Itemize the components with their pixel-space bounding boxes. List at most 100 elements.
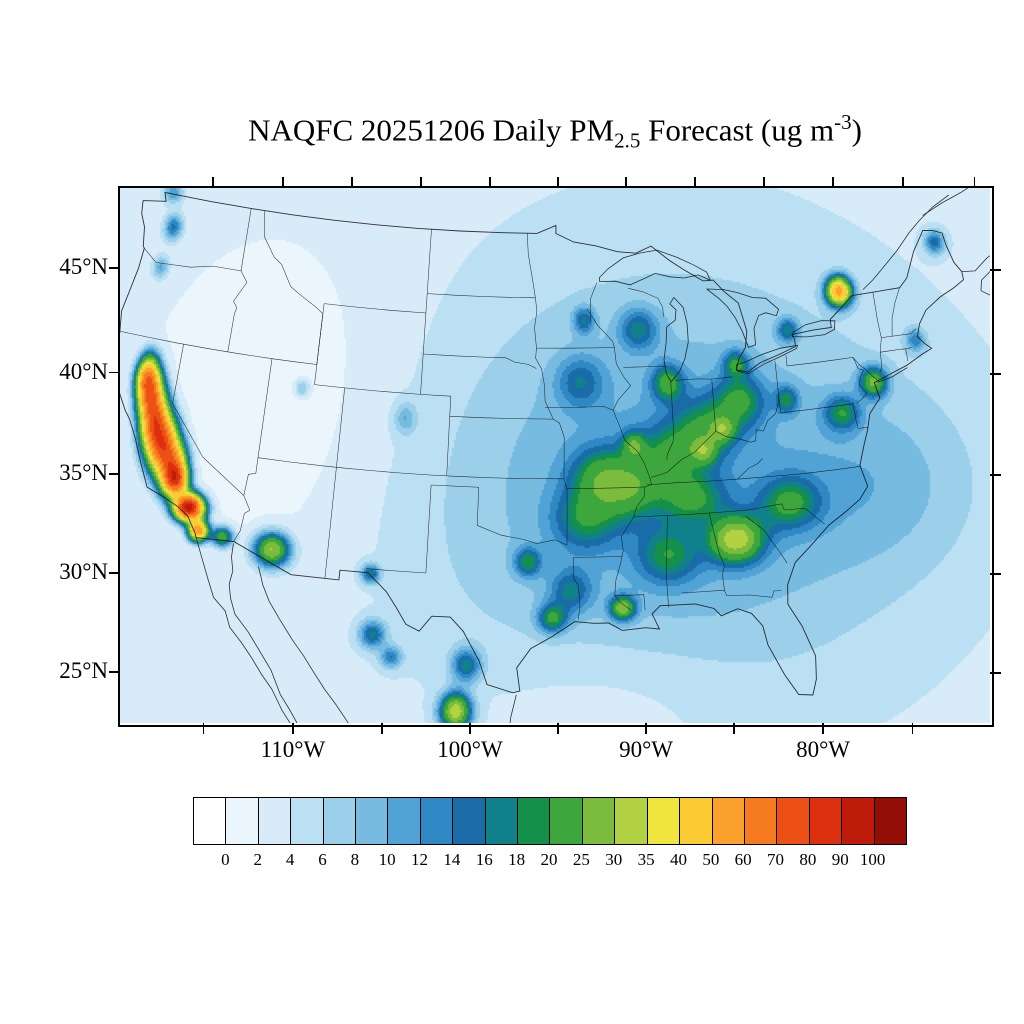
state-border [708, 512, 725, 591]
state-border [633, 509, 750, 518]
state-border [905, 348, 909, 361]
state-border [536, 347, 615, 349]
state-border [646, 466, 861, 486]
map-boundaries-overlay [120, 188, 990, 723]
state-border [566, 486, 645, 489]
state-border [264, 210, 324, 314]
neighbor-coastline [980, 271, 990, 296]
state-border [891, 287, 900, 337]
state-border [545, 406, 614, 411]
state-border [675, 376, 733, 381]
state-border [745, 515, 788, 564]
colorbar-cell [518, 798, 551, 844]
colorbar-cell [485, 798, 519, 844]
great-lakes-outline [663, 297, 689, 383]
colorbar-cell [226, 798, 259, 844]
neighbor-coastline [195, 537, 298, 723]
colorbar-tick-label: 8 [350, 850, 360, 869]
pm25-field-canvas [120, 188, 990, 723]
colorbar-cell [291, 798, 324, 844]
colorbar-cell [550, 798, 583, 844]
colorbar-cell [356, 798, 389, 844]
title-subscript: 2.5 [614, 128, 641, 153]
state-border [243, 358, 273, 496]
colorbar-cell [842, 798, 875, 844]
title-text-suffix: ) [851, 112, 862, 148]
lon-tick-label: 90°W [619, 737, 673, 762]
state-border [324, 303, 426, 314]
state-border [681, 589, 782, 598]
colorbar-tick-label: 90 [831, 850, 849, 869]
colorbar-tick-label: 30 [605, 850, 623, 869]
state-border [623, 365, 666, 368]
neighbor-coastline [862, 194, 949, 290]
colorbar-tick-label: 16 [475, 850, 493, 869]
colorbar-tick-label: 70 [767, 850, 785, 869]
great-lakes-outline [599, 249, 712, 286]
neighbor-coastline [922, 188, 969, 216]
colorbar-tick-label: 25 [572, 850, 590, 869]
colorbar-cell [258, 798, 292, 844]
colorbar-cell [323, 798, 357, 844]
state-border [666, 515, 669, 608]
colorbar-tick-label: 35 [637, 850, 655, 869]
colorbar-cell [647, 798, 681, 844]
state-border [711, 379, 716, 432]
colorbar-cell [712, 798, 745, 844]
state-border [651, 394, 779, 478]
state-border [880, 347, 912, 353]
state-border [872, 292, 883, 372]
colorbar-tick-label: 50 [702, 850, 720, 869]
colorbar-tick-label: 4 [285, 850, 295, 869]
colorbar-tick-label: 20 [540, 850, 558, 869]
state-border [780, 403, 853, 414]
colorbar-cell [809, 798, 843, 844]
colorbar-tick-label: 100 [859, 850, 886, 869]
lon-tick-label: 80°W [796, 737, 851, 762]
lat-tick-label: 35°N [59, 459, 108, 485]
colorbar-cell [388, 798, 421, 844]
state-border [573, 556, 622, 558]
great-lakes-outline [791, 320, 836, 338]
state-border [586, 308, 652, 611]
lat-tick-label: 45°N [59, 254, 108, 280]
state-border [427, 293, 536, 299]
lat-tick-label: 40°N [59, 358, 108, 384]
title-text-prefix: NAQFC 20251206 Daily PM [248, 112, 615, 148]
state-border [227, 270, 248, 352]
colorbar-cell [420, 798, 454, 844]
lon-tick-label: 100°W [437, 737, 503, 762]
state-border [852, 403, 868, 429]
colorbar-tick-label: 18 [508, 850, 526, 869]
state-border [573, 557, 581, 620]
state-border [614, 594, 646, 611]
state-border [785, 355, 878, 381]
figure-title: NAQFC 20251206 Daily PM2.5 Forecast (ug … [120, 110, 990, 154]
state-border [314, 384, 451, 397]
colorbar [193, 797, 907, 845]
state-border [431, 484, 568, 546]
state-border [666, 380, 674, 461]
colorbar-cell [194, 798, 227, 844]
state-border [852, 357, 868, 404]
colorbar-tick-label: 0 [221, 850, 230, 869]
state-border [324, 387, 345, 579]
colorbar-tick-label: 60 [734, 850, 752, 869]
title-superscript: -3 [834, 110, 852, 134]
neighbor-coastline [877, 367, 908, 383]
colorbar-tick-label: 14 [443, 850, 461, 869]
great-lakes-outline [706, 288, 780, 348]
colorbar-cell [615, 798, 648, 844]
colorbar-tick-label: 6 [318, 850, 327, 869]
colorbar-cell [453, 798, 486, 844]
great-lakes-outline [736, 344, 799, 375]
state-border [526, 233, 568, 546]
state-border [881, 328, 917, 338]
colorbar-tick-label: 12 [411, 850, 429, 869]
state-border [420, 229, 432, 395]
us-coastline-border [120, 191, 964, 696]
title-text-middle: Forecast (ug m [640, 112, 835, 148]
lon-tick-label: 110°W [260, 737, 326, 762]
state-border [737, 458, 763, 480]
